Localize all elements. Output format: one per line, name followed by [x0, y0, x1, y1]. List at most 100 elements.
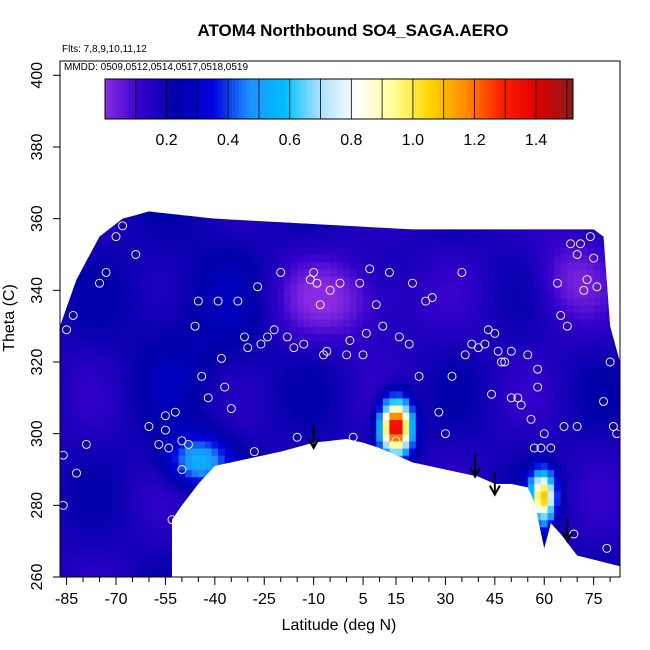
field-cell — [382, 268, 391, 277]
field-cell — [303, 433, 311, 442]
field-cell — [455, 254, 463, 263]
field-cell — [514, 455, 522, 463]
field-cell — [231, 383, 239, 392]
field-cell — [402, 311, 410, 320]
field-cell — [191, 218, 199, 227]
field-cell — [508, 340, 516, 349]
field-cell — [158, 333, 167, 342]
field-cell — [86, 426, 94, 435]
field-cell — [251, 419, 259, 428]
field-cell — [475, 433, 483, 442]
field-cell — [224, 347, 232, 356]
field-cell — [396, 448, 404, 456]
field-cell — [277, 362, 285, 370]
field-cell — [139, 569, 147, 577]
field-cell — [204, 333, 213, 342]
field-cell — [494, 347, 503, 356]
field-cell — [461, 419, 470, 428]
field-cell — [323, 240, 331, 248]
field-cell — [60, 333, 68, 342]
field-cell — [481, 283, 489, 291]
field-cell — [112, 376, 120, 385]
field-cell — [468, 240, 476, 248]
field-cell — [297, 326, 305, 334]
field-cell — [343, 283, 351, 291]
field-cell — [191, 376, 199, 385]
field-cell — [475, 469, 483, 478]
field-cell — [415, 326, 423, 334]
field-cell — [343, 297, 351, 306]
field-cell — [382, 333, 391, 342]
field-cell — [270, 405, 279, 413]
field-cell — [290, 247, 298, 256]
field-cell — [112, 283, 120, 291]
field-cell — [349, 412, 358, 420]
field-cell — [60, 376, 68, 385]
field-cell — [494, 362, 503, 370]
field-cell — [145, 333, 153, 342]
field-cell — [172, 276, 180, 284]
field-cell — [468, 326, 476, 334]
field-cell — [422, 240, 430, 248]
field-cell — [172, 218, 180, 227]
field-cell — [218, 369, 226, 377]
field-cell — [79, 505, 87, 514]
field-cell — [178, 433, 186, 442]
field-cell — [191, 225, 199, 234]
field-cell — [508, 462, 516, 471]
field-cell — [145, 290, 153, 299]
field-cell — [488, 369, 496, 377]
field-cell — [396, 276, 404, 284]
field-cell — [191, 297, 199, 306]
field-cell — [145, 254, 153, 263]
field-cell — [73, 290, 81, 299]
field-cell — [73, 369, 81, 377]
field-cell — [290, 326, 298, 334]
field-cell — [310, 247, 318, 256]
field-cell — [316, 254, 325, 263]
field-cell — [158, 448, 167, 456]
field-cell — [158, 412, 167, 420]
field-cell — [323, 340, 331, 349]
field-cell — [211, 225, 219, 234]
field-cell — [415, 369, 423, 377]
field-cell — [376, 405, 384, 413]
field-cell — [428, 254, 437, 263]
field-cell — [356, 304, 364, 313]
field-cell — [218, 268, 226, 277]
field-cell — [336, 347, 344, 356]
field-cell — [343, 390, 351, 399]
field-cell — [152, 383, 160, 392]
field-cell — [106, 498, 114, 506]
field-cell — [165, 419, 173, 428]
field-cell — [152, 519, 160, 528]
field-cell — [461, 319, 470, 327]
field-cell — [369, 376, 377, 385]
field-cell — [106, 462, 114, 471]
field-cell — [415, 319, 423, 327]
field-cell — [251, 376, 259, 385]
field-cell — [106, 526, 114, 535]
field-cell — [284, 383, 292, 392]
field-cell — [79, 383, 87, 392]
field-cell — [422, 397, 430, 406]
field-cell — [369, 383, 377, 392]
field-cell — [139, 240, 147, 248]
field-cell — [73, 276, 81, 284]
field-cell — [270, 333, 279, 342]
field-cell — [284, 376, 292, 385]
field-cell — [475, 240, 483, 248]
field-cell — [494, 268, 503, 277]
field-cell — [349, 419, 358, 428]
field-cell — [461, 390, 470, 399]
field-cell — [435, 390, 443, 399]
field-cell — [290, 297, 298, 306]
field-cell — [178, 240, 186, 248]
field-cell — [323, 254, 331, 263]
field-cell — [270, 419, 279, 428]
field-cell — [251, 448, 259, 456]
field-cell — [277, 440, 285, 449]
field-cell — [514, 412, 522, 420]
field-cell — [224, 405, 232, 413]
field-cell — [448, 362, 456, 370]
